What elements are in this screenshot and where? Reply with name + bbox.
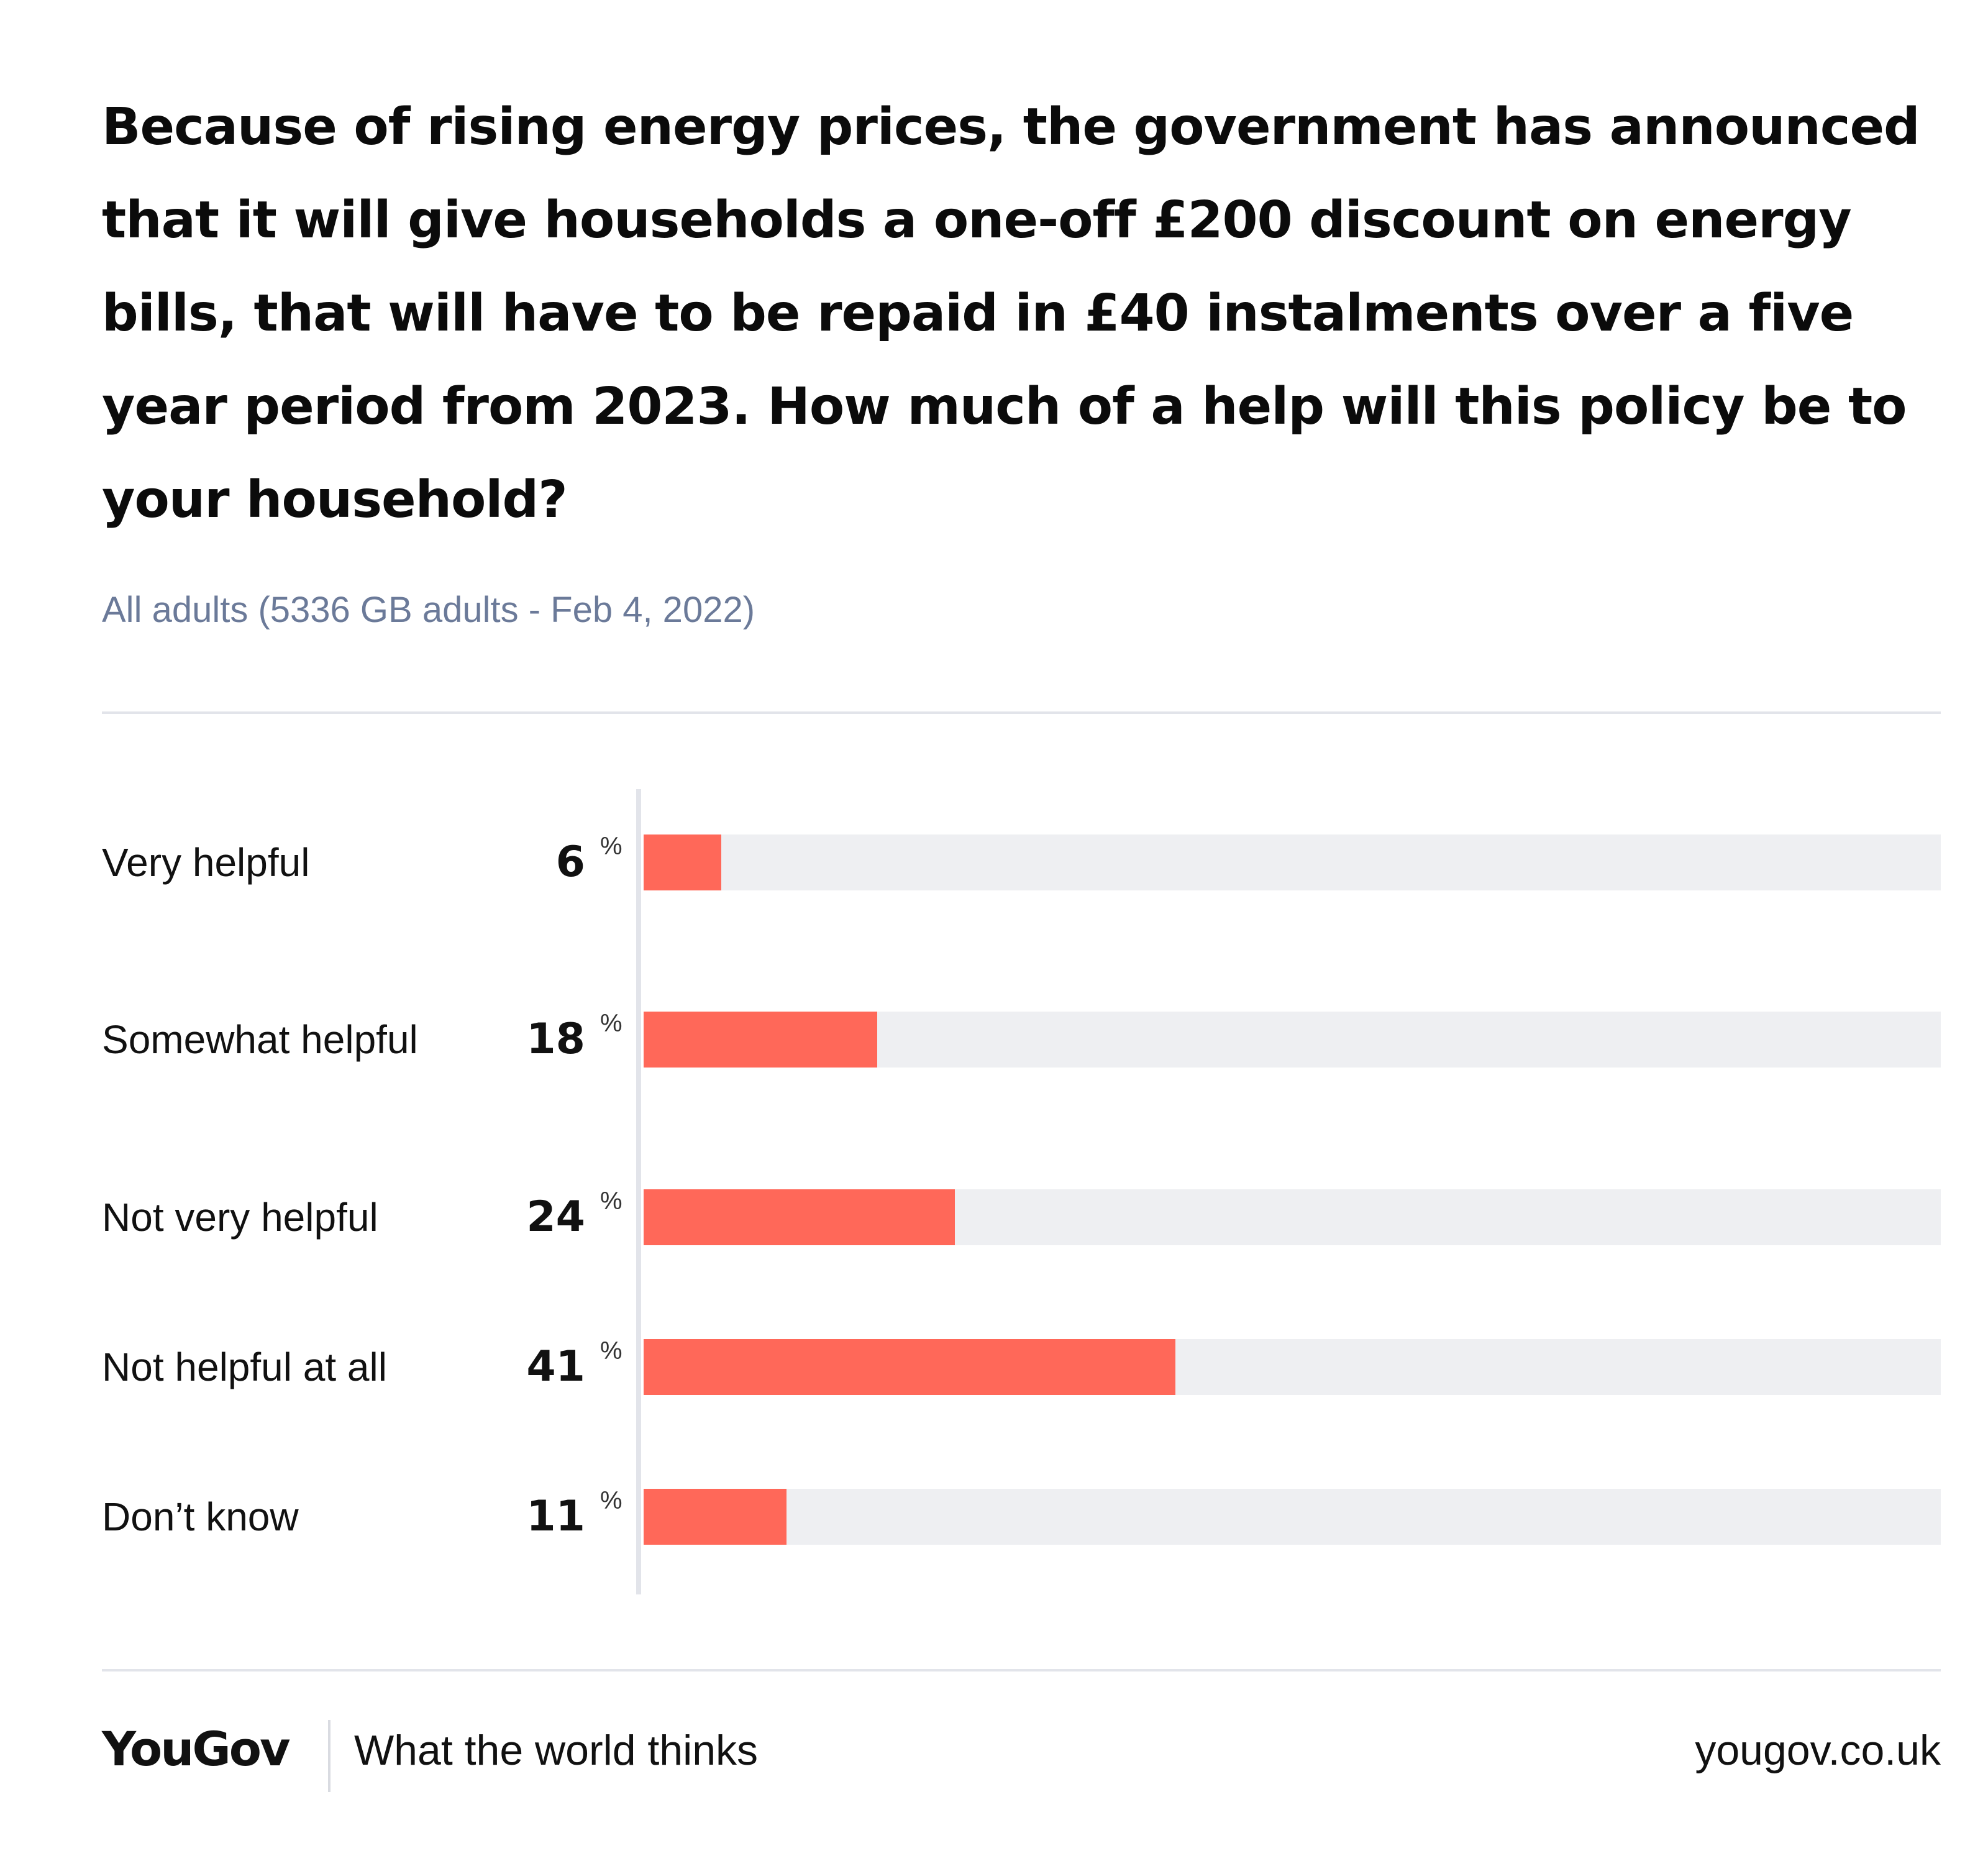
bar-track <box>644 1012 1941 1068</box>
bar-track <box>644 1489 1941 1545</box>
category-label: Somewhat helpful <box>102 1017 418 1062</box>
footer-site: yougov.co.uk <box>1695 1727 1941 1774</box>
category-label: Not helpful at all <box>102 1345 387 1389</box>
footer-separator <box>328 1720 331 1792</box>
bar-track <box>644 1339 1941 1395</box>
chart-axis-line <box>636 789 641 1594</box>
category-label: Not very helpful <box>102 1195 378 1240</box>
bar <box>644 834 722 890</box>
percent-unit: % <box>600 1487 622 1514</box>
bottom-divider <box>102 1669 1941 1671</box>
yougov-logo: YouGov <box>102 1721 291 1776</box>
value-label: 11 <box>526 1492 585 1541</box>
bar <box>644 1012 877 1068</box>
bar-track <box>644 834 1941 890</box>
chart-subtitle: All adults (5336 GB adults - Feb 4, 2022… <box>102 590 755 630</box>
bar <box>644 1189 955 1245</box>
bar <box>644 1339 1176 1395</box>
percent-unit: % <box>600 1337 622 1365</box>
category-label: Don’t know <box>102 1494 299 1539</box>
value-label: 6 <box>555 838 585 887</box>
percent-unit: % <box>600 1187 622 1215</box>
bar <box>644 1489 787 1545</box>
value-label: 41 <box>526 1342 585 1391</box>
value-label: 24 <box>526 1192 585 1241</box>
top-divider <box>102 711 1941 714</box>
percent-unit: % <box>600 1010 622 1037</box>
value-label: 18 <box>526 1015 585 1064</box>
chart-title: Because of rising energy prices, the gov… <box>102 98 1920 529</box>
bar-track <box>644 1189 1941 1245</box>
category-label: Very helpful <box>102 840 310 885</box>
footer-tagline: What the world thinks <box>354 1727 759 1774</box>
percent-unit: % <box>600 833 622 860</box>
